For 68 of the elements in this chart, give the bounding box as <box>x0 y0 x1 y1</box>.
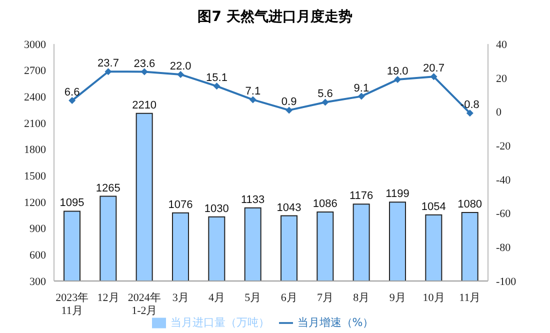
y-tick-label: 2700 <box>24 65 46 78</box>
x-tick-label: 12月 <box>97 292 120 304</box>
point <box>466 110 474 117</box>
data-label: 19.0 <box>386 66 408 78</box>
y2-tick-label: -100 <box>496 276 517 288</box>
point <box>249 96 256 104</box>
data-label: 1265 <box>96 182 120 194</box>
data-label: 1080 <box>458 198 482 211</box>
x-tick-label: 3月 <box>172 292 189 304</box>
data-label: 20.7 <box>423 62 444 75</box>
data-label: 1054 <box>421 200 446 213</box>
y2-tick-label: -80 <box>496 242 512 254</box>
x-tick-label: 5月 <box>244 292 262 304</box>
point <box>213 82 220 90</box>
point <box>286 106 293 114</box>
x-tick-label: 10月 <box>422 292 445 304</box>
data-label: 0.9 <box>281 96 297 108</box>
point <box>358 92 365 100</box>
y2-tick-label: -60 <box>496 208 512 220</box>
data-label: 1086 <box>312 198 338 210</box>
data-label: 9.1 <box>354 82 370 94</box>
legend-label: 当月增速（%） <box>297 316 374 329</box>
data-label: 6.6 <box>64 86 80 99</box>
data-label: 1199 <box>386 188 410 200</box>
x-tick-label: 2023年 11月 <box>56 292 89 317</box>
x-tick-label: 8月 <box>353 292 370 304</box>
data-label: 2210 <box>132 99 157 112</box>
point <box>430 73 438 80</box>
point <box>394 76 402 84</box>
data-label: 1133 <box>241 194 265 206</box>
data-label: 23.6 <box>134 58 156 70</box>
data-label: 1030 <box>204 202 229 215</box>
x-tick-label: 7月 <box>317 292 334 304</box>
point <box>104 68 112 76</box>
data-label: 7.1 <box>245 86 261 98</box>
y2-tick-label: -40 <box>496 174 512 186</box>
y-tick-label: 1800 <box>24 144 46 156</box>
y2-tick-label: -20 <box>496 140 512 152</box>
data-label: 1095 <box>60 197 84 210</box>
y-tick-label: 300 <box>30 276 46 288</box>
point <box>322 98 329 106</box>
y2-tick-label: 40 <box>496 38 508 51</box>
y-tick-label: 2100 <box>24 118 46 130</box>
data-label: 1076 <box>168 198 193 211</box>
y-tick-label: 900 <box>30 223 46 236</box>
y2-tick-label: 0 <box>496 106 502 119</box>
data-label: 1176 <box>350 190 374 202</box>
data-label: 1043 <box>276 202 302 214</box>
y-tick-label: 600 <box>30 250 46 262</box>
x-tick-label: 4月 <box>208 292 225 304</box>
chart-title: 图7 天然气进口月度走势 <box>196 8 354 27</box>
y-tick-label: 3000 <box>24 38 46 51</box>
x-tick-label: 6月 <box>280 292 298 304</box>
data-label: 15.1 <box>206 72 228 84</box>
y-tick-label: 2400 <box>24 92 46 104</box>
data-label: 22.0 <box>170 60 192 72</box>
y-tick-label: 1200 <box>24 196 46 209</box>
data-label: 5.6 <box>318 88 333 100</box>
data-label: 23.7 <box>98 58 119 70</box>
x-tick-label: 2024年 1-2月 <box>128 292 161 317</box>
x-tick-label: 11月 <box>459 292 481 304</box>
x-tick-label: 9月 <box>389 292 406 304</box>
point <box>140 68 148 76</box>
point <box>68 97 76 104</box>
y2-tick-label: 20 <box>496 72 508 85</box>
point <box>177 70 184 78</box>
y-tick-label: 1500 <box>24 170 46 183</box>
legend-label: 当月进口量（万吨） <box>170 316 270 329</box>
